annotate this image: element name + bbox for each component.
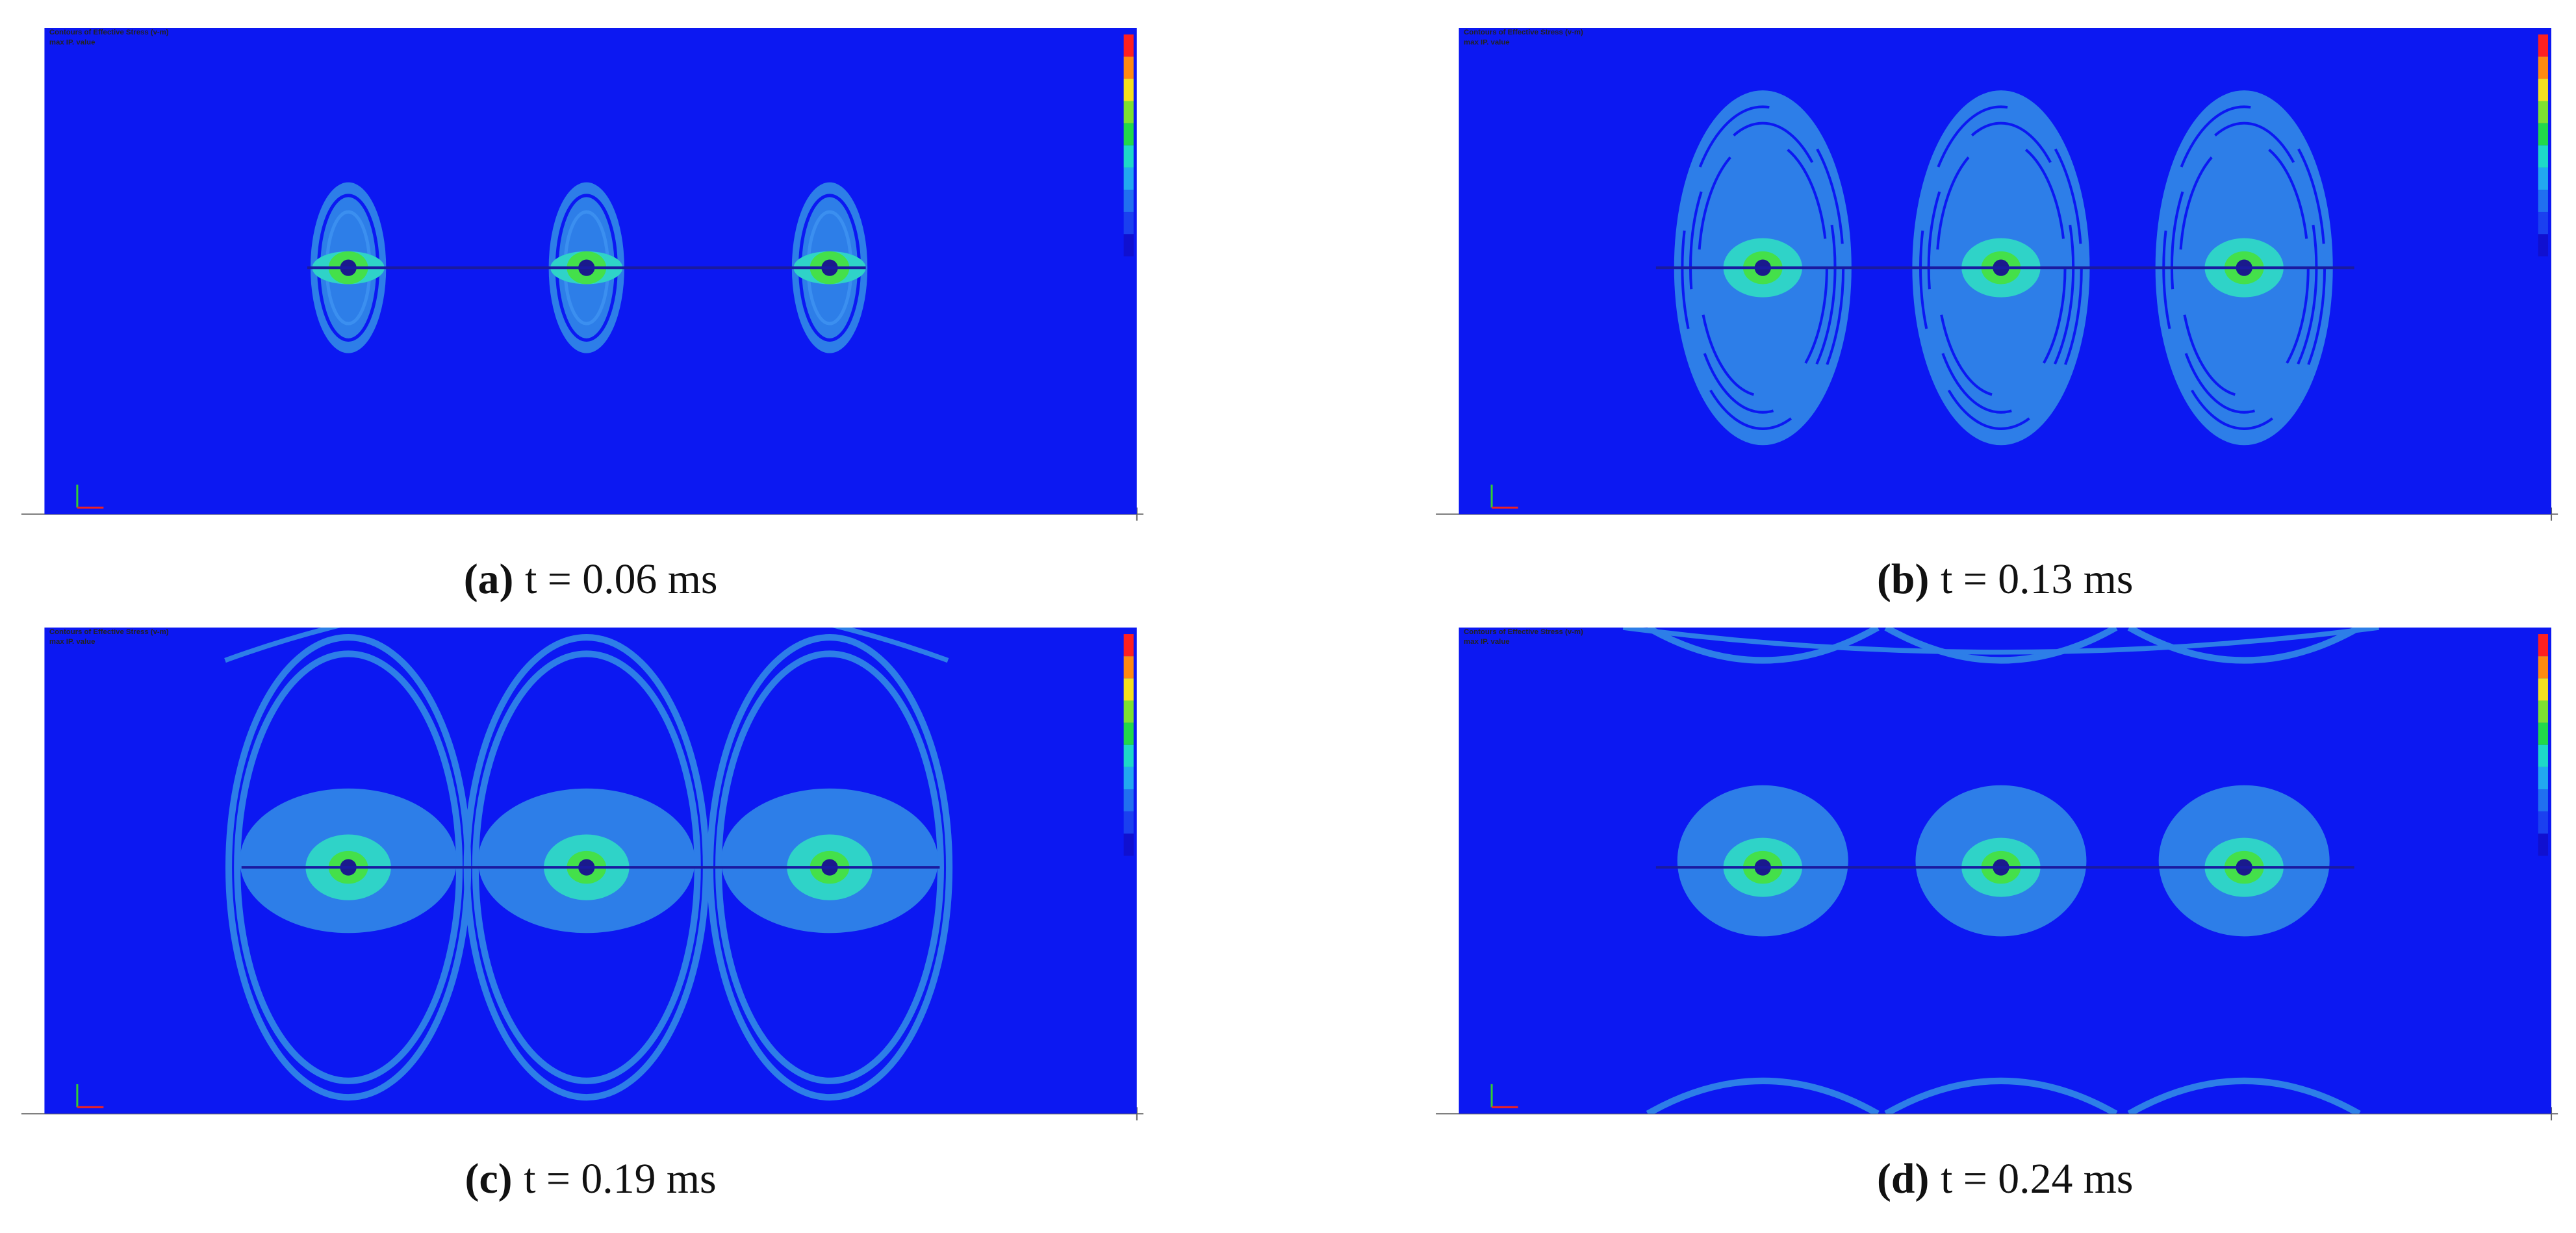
legend-swatch [1123,811,1134,834]
legend-swatch [1123,678,1134,701]
panel-label: (a) [464,555,514,603]
plot [44,27,1137,515]
legend-swatch [1123,145,1134,168]
panel: Contours of Effective Stress (v-m) max IP… [1436,27,2558,603]
caption: (d) t = 0.24 ms [1877,1155,2133,1202]
reflected-wave [1884,627,2118,664]
outer-arc [1622,627,2380,655]
panel: Contours of Effective Stress (v-m) max IP… [1436,627,2558,1202]
legend-swatch [2538,145,2548,168]
legend-swatch [2538,79,2548,101]
legend-swatch [1123,656,1134,679]
panel-label: (d) [1877,1155,1929,1202]
legend-swatch [2538,34,2548,57]
legend-swatch [1123,634,1134,657]
legend-swatch [2538,833,2548,856]
reflected-wave [1646,1077,1880,1114]
legend-swatch [1123,101,1134,123]
panel-label: (c) [465,1155,513,1202]
legend-swatch [2538,811,2548,834]
plot [44,627,1137,1114]
legend-swatch [1123,57,1134,79]
legend-swatch [1123,833,1134,856]
legend-swatch [2538,789,2548,812]
value-note: max IP. value [1464,638,1510,646]
legend-swatch [1123,789,1134,812]
legend-swatch [1123,34,1134,57]
caption-text: t = 0.13 ms [1941,555,2133,603]
plot [1459,627,2552,1114]
plot [1459,27,2552,515]
legend-swatch [1123,767,1134,790]
contour-title: Contours of Effective Stress (v-m) [1464,628,1583,636]
legend-swatch [1123,700,1134,723]
legend-swatch [2538,700,2548,723]
caption: (c) t = 0.19 ms [465,1155,717,1202]
caption-text: t = 0.06 ms [525,555,717,603]
legend-swatch [2538,101,2548,123]
contour-title: Contours of Effective Stress (v-m) [49,628,169,636]
legend-swatch [2538,123,2548,146]
legend-swatch [2538,767,2548,790]
contour-title: Contours of Effective Stress (v-m) [1464,29,1583,36]
panel: Contours of Effective Stress (v-m) max IP… [21,27,1143,603]
value-note: max IP. value [49,638,96,646]
caption-text: t = 0.24 ms [1941,1155,2133,1202]
legend-swatch [2538,634,2548,657]
caption: (b) t = 0.13 ms [1877,555,2133,603]
legend-swatch [2538,722,2548,745]
caption-text: t = 0.19 ms [524,1155,716,1202]
legend-swatch [2538,190,2548,212]
legend-swatch [2538,57,2548,79]
legend-swatch [1123,167,1134,190]
panel: Contours of Effective Stress (v-m) max IP… [21,627,1143,1202]
reflected-wave [2127,627,2361,664]
legend-swatch [1123,79,1134,101]
legend-swatch [1123,190,1134,212]
legend-swatch [2538,656,2548,679]
panel-label: (b) [1877,555,1929,603]
caption: (a) t = 0.06 ms [464,555,718,603]
legend-swatch [2538,212,2548,235]
contour-title: Contours of Effective Stress (v-m) [49,29,169,36]
legend-swatch [2538,744,2548,767]
legend-swatch [2538,678,2548,701]
value-note: max IP. value [49,38,96,46]
reflected-wave [2127,1077,2361,1114]
legend-swatch [1123,234,1134,257]
legend-swatch [1123,123,1134,146]
legend-swatch [2538,234,2548,257]
legend-swatch [1123,744,1134,767]
legend-swatch [2538,167,2548,190]
reflected-wave [1884,1077,2118,1114]
reflected-wave [1646,627,1880,664]
legend-swatch [1123,212,1134,235]
value-note: max IP. value [1464,38,1510,46]
legend-swatch [1123,722,1134,745]
